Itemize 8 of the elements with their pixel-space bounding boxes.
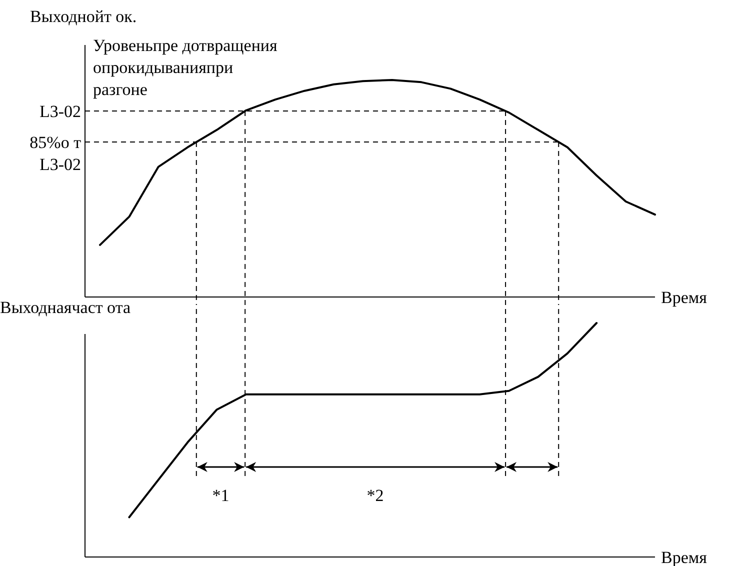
ref-line-label: 85%о т L3-02 [30, 133, 82, 174]
y-axis-title: Выходнойт ок. [30, 7, 137, 26]
annotation: *1 [212, 486, 230, 505]
annotation: Уровеньпре дотвращения опрокидыванияпри разгоне [93, 36, 278, 99]
x-axis-title: Время [661, 288, 708, 307]
y-axis-title: Выходнаячаст ота [0, 298, 131, 317]
annotation: *2 [366, 486, 384, 505]
ref-line-label: L3-02 [39, 102, 81, 122]
